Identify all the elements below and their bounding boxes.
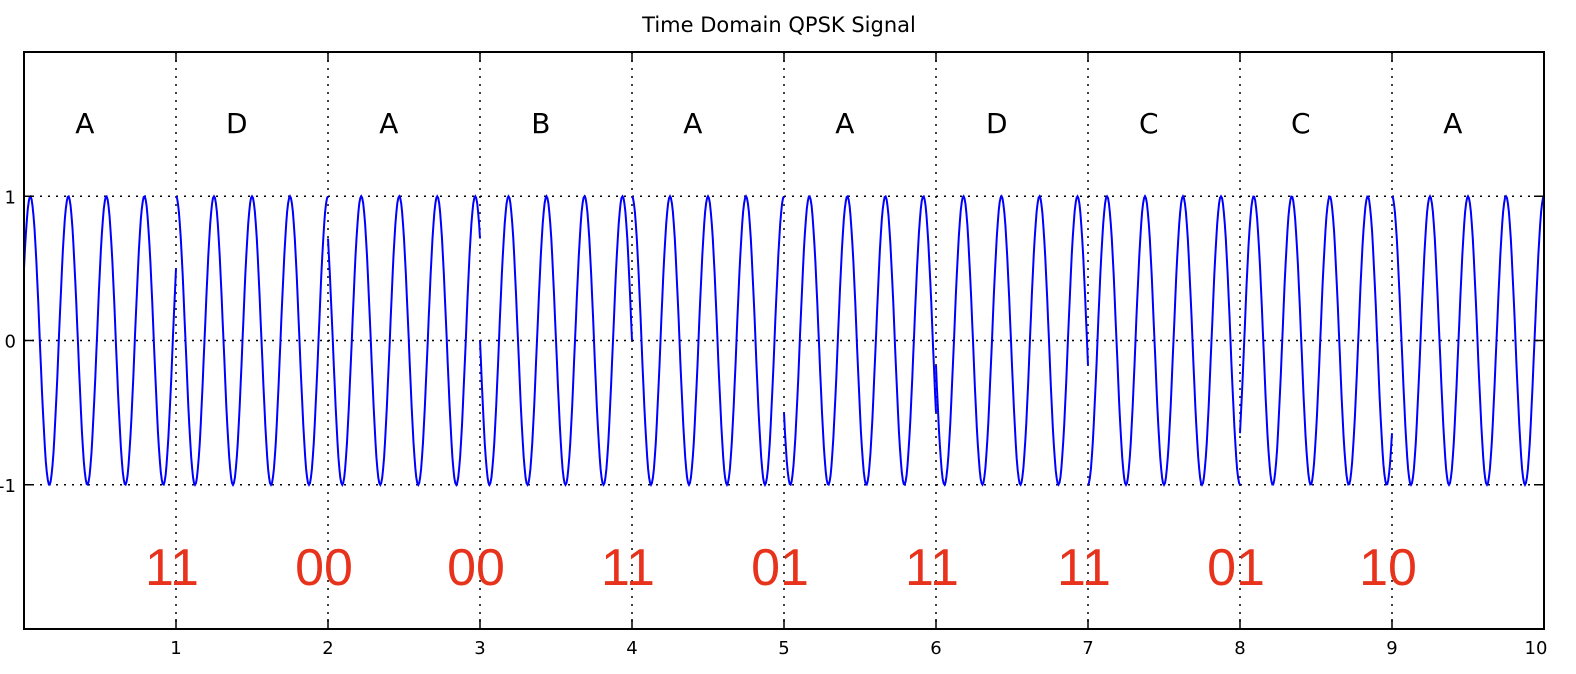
bit-pair-label: 10 — [1359, 539, 1417, 597]
symbol-label: B — [531, 107, 550, 140]
x-tick-label: 4 — [626, 638, 637, 659]
y-tick-label: 1 — [5, 187, 16, 208]
bit-annotations: 11 00 00 11 01 11 11 01 10 — [145, 539, 1417, 597]
signal-segment — [479, 194, 633, 487]
x-tick-label: 9 — [1386, 638, 1397, 659]
bit-pair-label: 11 — [905, 539, 959, 597]
bit-pair-label: 00 — [295, 539, 353, 597]
grid-lines — [24, 52, 1544, 629]
symbol-label: A — [835, 107, 854, 140]
x-tick-label: 10 — [1525, 638, 1548, 659]
bit-pair-label: 01 — [1207, 539, 1265, 597]
bit-pair-label: 11 — [1057, 539, 1111, 597]
bit-pair-label: 11 — [145, 539, 199, 597]
y-tick-label: 0 — [5, 332, 16, 353]
signal-segment — [23, 194, 177, 487]
symbol-label: A — [1443, 107, 1462, 140]
symbol-label: D — [986, 107, 1008, 140]
symbol-label: A — [683, 107, 702, 140]
signal-segment — [783, 194, 937, 487]
symbol-label: C — [1139, 107, 1159, 140]
chart-title: Time Domain QPSK Signal — [641, 13, 916, 37]
symbol-label: A — [379, 107, 398, 140]
y-tick-label: -1 — [0, 476, 16, 497]
x-tick-label: 5 — [778, 638, 789, 659]
symbol-label: C — [1291, 107, 1311, 140]
signal-segment — [1087, 194, 1241, 487]
bit-pair-label: 01 — [751, 539, 809, 597]
signal-series — [23, 194, 1545, 488]
signal-segment — [175, 194, 329, 487]
x-tick-label: 3 — [474, 638, 485, 659]
symbol-label: A — [75, 107, 94, 140]
x-tick-label: 6 — [930, 638, 941, 659]
bit-pair-label: 00 — [447, 539, 505, 597]
signal-segment — [631, 194, 785, 488]
x-tick-label: 8 — [1234, 638, 1245, 659]
bit-pair-label: 11 — [601, 539, 655, 597]
x-tick-label: 2 — [322, 638, 333, 659]
signal-segment — [935, 194, 1089, 487]
x-tick-label: 1 — [170, 638, 181, 659]
signal-segment — [1391, 194, 1545, 488]
signal-segment — [1239, 195, 1393, 486]
symbol-label: D — [226, 107, 248, 140]
x-tick-label: 7 — [1082, 638, 1093, 659]
signal-segment — [327, 194, 481, 487]
